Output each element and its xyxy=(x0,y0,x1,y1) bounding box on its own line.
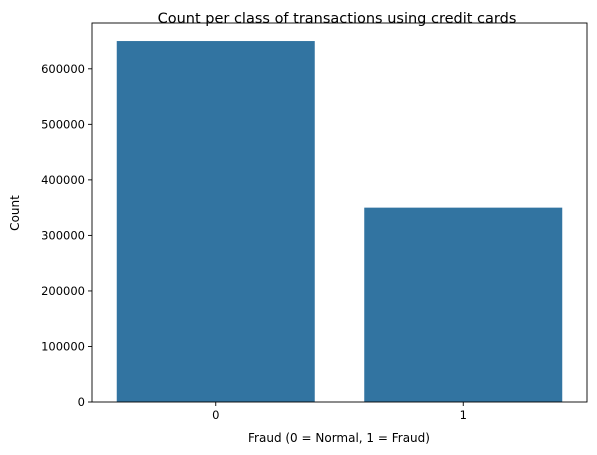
chart-title: Count per class of transactions using cr… xyxy=(158,11,517,27)
y-tick-label: 400000 xyxy=(41,173,85,187)
y-tick-label: 200000 xyxy=(41,284,85,298)
x-tick-label: 0 xyxy=(212,408,219,422)
y-tick-label: 600000 xyxy=(41,62,85,76)
y-tick-label: 500000 xyxy=(41,117,85,131)
bar-0 xyxy=(117,41,315,402)
bar-1 xyxy=(364,208,562,402)
bars-layer xyxy=(117,41,563,402)
y-tick-label: 300000 xyxy=(41,228,85,242)
y-tick-label: 100000 xyxy=(41,339,85,353)
y-axis-label: Count xyxy=(8,195,22,231)
x-tick-label: 1 xyxy=(460,408,467,422)
y-axis-ticks: 0 100000 200000 300000 400000 500000 600000 xyxy=(41,62,92,409)
y-tick-label: 0 xyxy=(78,395,85,409)
x-axis-label: Fraud (0 = Normal, 1 = Fraud) xyxy=(248,431,430,445)
